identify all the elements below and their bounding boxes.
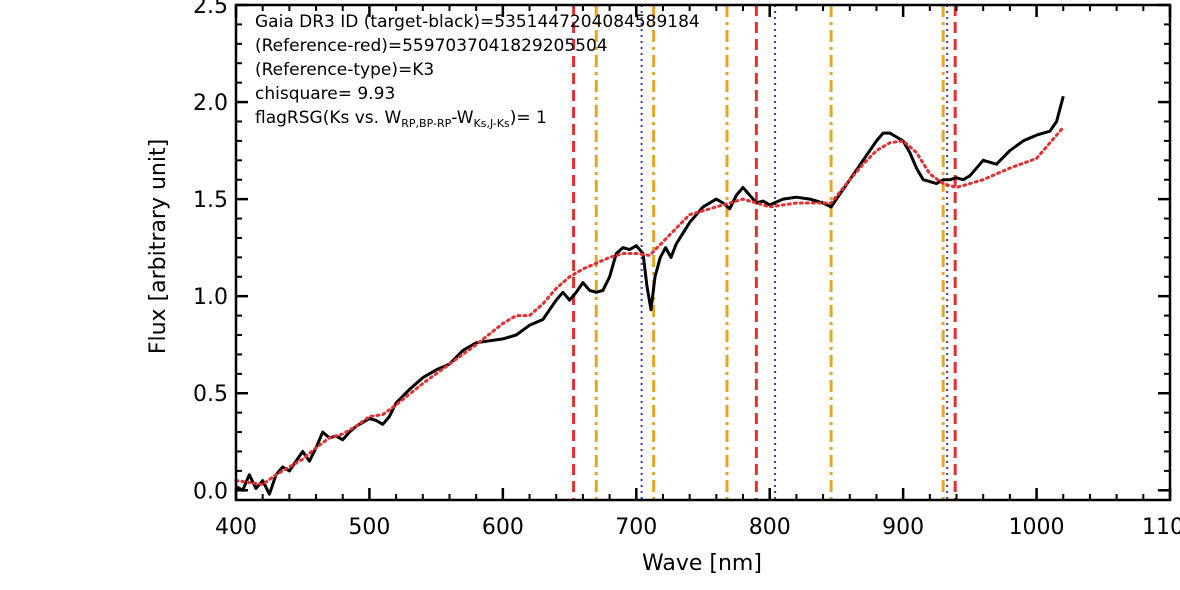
- annotation-gaia-id: Gaia DR3 ID (target-black)=5351447204084…: [255, 12, 700, 32]
- annotation-flag-sub1: RP,BP-RP: [401, 117, 451, 130]
- plot-frame: [234, 3, 1172, 502]
- y-tick-label: 1.5: [193, 188, 228, 213]
- series-layer: [234, 95, 1065, 496]
- annotation-reference-type: (Reference-type)=K3: [255, 60, 434, 80]
- annotation-flag-mid: -W: [451, 108, 473, 128]
- x-tick-label: 900: [882, 515, 924, 540]
- x-tick-label: 600: [482, 515, 524, 540]
- x-axis-title: Wave [nm]: [642, 551, 762, 576]
- x-tick-label: 400: [215, 515, 257, 540]
- x-tick-label: 500: [348, 515, 390, 540]
- x-tick-label: 800: [749, 515, 791, 540]
- annotation-flag-rsg: flagRSG(Ks vs. WRP,BP-RP-WKs,J-Ks)= 1: [255, 108, 547, 130]
- y-tick-label: 0.0: [193, 479, 228, 504]
- y-tick-label: 0.5: [193, 382, 228, 407]
- y-tick-label: 2.5: [193, 0, 228, 19]
- annotation-flag-prefix: flagRSG(Ks vs. W: [255, 108, 401, 128]
- tick-layer: [234, 3, 1172, 500]
- annotation-flag-suffix: )= 1: [510, 108, 547, 128]
- annotation-block: Gaia DR3 ID (target-black)=5351447204084…: [255, 12, 700, 130]
- y-tick-label: 2.0: [193, 91, 228, 116]
- annotation-flag-sub2: Ks,J-Ks: [474, 117, 510, 130]
- x-tick-label: 700: [615, 515, 657, 540]
- series-target-black: [235, 95, 1065, 496]
- series-reference-red: [234, 125, 1065, 486]
- annotation-reference-red: (Reference-red)=5597037041829205504: [255, 36, 608, 56]
- x-tick-label: 1000: [1009, 515, 1065, 540]
- y-axis-title: Flux [arbitrary unit]: [146, 139, 171, 354]
- annotation-chisquare: chisquare= 9.93: [255, 84, 395, 104]
- y-tick-label: 1.0: [193, 285, 228, 310]
